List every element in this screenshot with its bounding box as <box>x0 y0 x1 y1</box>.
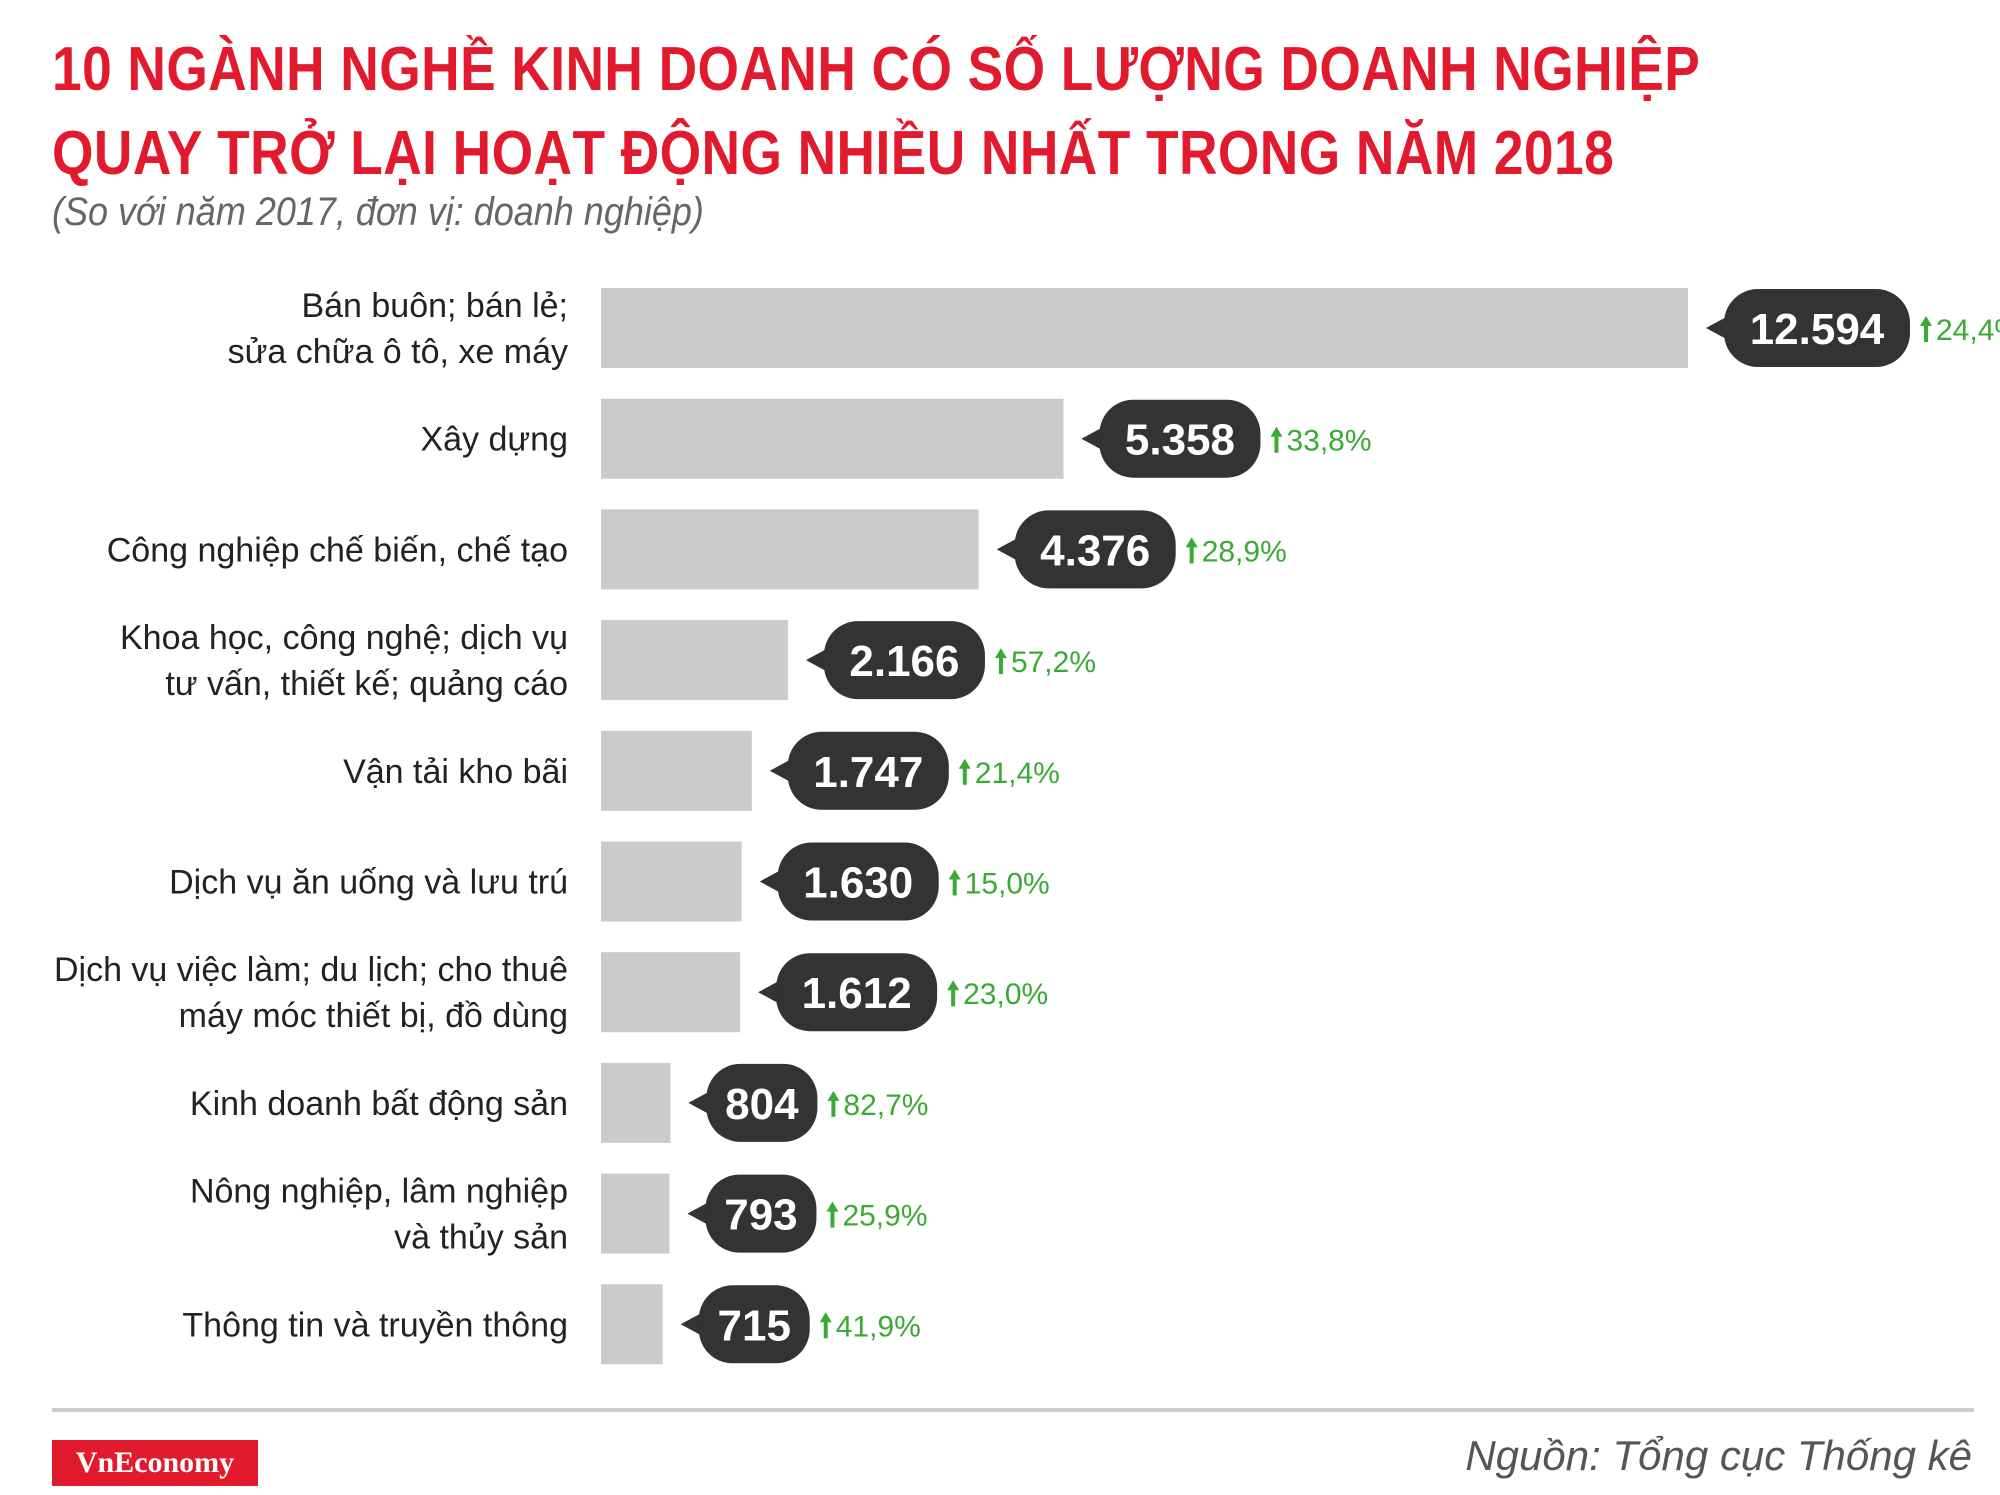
arrow-up-icon <box>958 758 971 785</box>
value-label: 2.166 <box>849 637 959 686</box>
bar <box>601 288 1688 368</box>
change-label: 82,7% <box>843 1089 928 1122</box>
category-label-line: Kinh doanh bất động sản <box>190 1085 568 1123</box>
value-bubble <box>705 1174 817 1253</box>
value-label: 1.612 <box>802 969 912 1018</box>
bar <box>601 398 1064 479</box>
category-label: Khoa học, công nghệ; dịch vụ tư vấn, thiế… <box>120 619 568 703</box>
source-note: Nguồn: Tổng cục Thống kê <box>1465 1432 1972 1479</box>
category-label-line: sửa chữa ô tô, xe máy <box>228 333 568 371</box>
value-bubble-pointer <box>688 1089 713 1116</box>
change-label: 23,0% <box>963 978 1048 1011</box>
change-label: 24,4% <box>1936 314 2000 347</box>
value-label: 5.358 <box>1125 416 1235 465</box>
change-label: 25,9% <box>842 1200 927 1233</box>
value-bubble-pointer <box>759 868 784 895</box>
bar <box>601 620 788 701</box>
bar <box>601 509 979 590</box>
chart-subtitle: (So với năm 2017, đơn vị: doanh nghiệp) <box>52 190 704 234</box>
bar-chart: Bán buôn; bán lẻ; sửa chữa ô tô, xe máy 12… <box>54 287 2000 1365</box>
arrow-up-icon <box>947 980 960 1007</box>
value-label: 4.376 <box>1040 526 1150 575</box>
value-bubble <box>706 1063 818 1142</box>
change-label: 57,2% <box>1011 646 1096 679</box>
change-label: 28,9% <box>1202 535 1287 568</box>
change-label: 21,4% <box>975 757 1060 790</box>
category-label-line: máy móc thiết bị, đồ dùng <box>179 997 568 1035</box>
category-label-line: Vận tải kho bãi <box>343 753 568 791</box>
category-label-line: Nông nghiệp, lâm nghiệp <box>190 1173 568 1211</box>
value-label: 12.594 <box>1750 305 1885 354</box>
arrow-up-icon <box>1920 316 1932 342</box>
value-bubble-pointer <box>996 536 1021 563</box>
value-label: 715 <box>718 1301 791 1350</box>
arrow-up-icon <box>826 1201 839 1228</box>
bar <box>601 1062 671 1143</box>
change-label: 41,9% <box>836 1310 921 1343</box>
arrow-up-icon <box>1270 426 1283 453</box>
category-label-line: Bán buôn; bán lẻ; <box>301 287 568 325</box>
arrow-up-icon <box>948 869 961 896</box>
value-bubble <box>776 953 938 1032</box>
category-label-line: Xây dựng <box>420 421 568 459</box>
footer-divider <box>52 1408 1974 1412</box>
category-label-line: và thủy sản <box>394 1219 568 1257</box>
category-label: Vận tải kho bãi <box>343 753 568 791</box>
category-label: Bán buôn; bán lẻ; sửa chữa ô tô, xe máy <box>228 287 568 371</box>
category-label: Nông nghiệp, lâm nghiệp và thủy sản <box>190 1173 568 1257</box>
value-bubble-pointer <box>680 1311 705 1338</box>
arrow-up-icon <box>1185 537 1198 564</box>
change-label: 33,8% <box>1286 425 1371 458</box>
value-bubble-pointer <box>805 647 830 674</box>
category-label-line: Công nghiệp chế biến, chế tạo <box>107 531 568 569</box>
title-line-1: 10 NGÀNH NGHỀ KINH DOANH CÓ SỐ LƯỢNG DOA… <box>52 35 1701 104</box>
category-label-line: tư vấn, thiết kế; quảng cáo <box>165 665 568 703</box>
value-bubble <box>698 1285 810 1364</box>
value-bubble <box>1724 289 1910 367</box>
bar <box>601 1173 670 1254</box>
value-label: 1.747 <box>813 748 923 797</box>
bar <box>601 1284 663 1365</box>
category-label: Thông tin và truyền thông <box>182 1306 568 1344</box>
bar <box>601 841 742 922</box>
arrow-up-icon <box>994 648 1007 675</box>
value-label: 1.630 <box>803 859 913 908</box>
category-label: Công nghiệp chế biến, chế tạo <box>107 531 568 569</box>
value-bubble <box>1099 399 1261 478</box>
bar <box>601 730 752 811</box>
value-label: 804 <box>725 1080 799 1129</box>
value-label: 793 <box>724 1191 797 1240</box>
value-bubble-pointer <box>769 757 794 784</box>
value-bubble <box>823 621 985 700</box>
category-label: Dịch vụ việc làm; du lịch; cho thuê máy m… <box>54 951 568 1035</box>
arrow-up-icon <box>827 1090 840 1117</box>
category-label-line: Thông tin và truyền thông <box>182 1306 568 1344</box>
category-label: Dịch vụ ăn uống và lưu trú <box>169 864 568 902</box>
category-label: Kinh doanh bất động sản <box>190 1085 568 1123</box>
value-bubble <box>787 731 949 810</box>
chart-title: 10 NGÀNH NGHỀ KINH DOANH CÓ SỐ LƯỢNG DOA… <box>52 28 1701 196</box>
value-bubble-pointer <box>1081 425 1106 452</box>
bar <box>601 952 741 1033</box>
arrow-up-icon <box>819 1312 832 1339</box>
value-bubble-pointer <box>1706 315 1730 341</box>
title-line-2: QUAY TRỞ LẠI HOẠT ĐỘNG NHIỀU NHẤT TRONG … <box>52 119 1615 188</box>
value-bubble-pointer <box>758 979 783 1006</box>
category-label-line: Dịch vụ việc làm; du lịch; cho thuê <box>54 951 568 989</box>
category-label-line: Khoa học, công nghệ; dịch vụ <box>120 619 568 657</box>
vneconomy-logo: VnEconomy <box>52 1440 258 1486</box>
value-bubble-pointer <box>687 1200 712 1227</box>
category-label-line: Dịch vụ ăn uống và lưu trú <box>169 864 568 902</box>
change-label: 15,0% <box>965 868 1050 901</box>
value-bubble <box>1014 510 1176 589</box>
value-bubble <box>777 842 939 921</box>
category-label: Xây dựng <box>420 421 568 459</box>
